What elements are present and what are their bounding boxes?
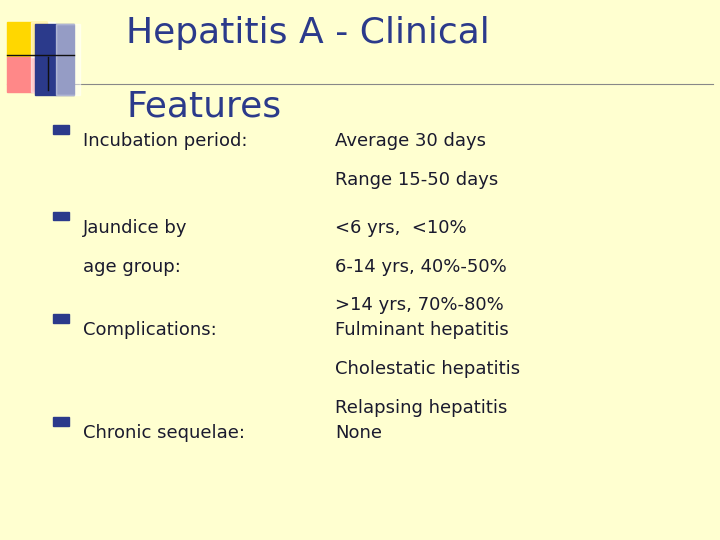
Bar bbox=[35, 24, 74, 94]
Text: age group:: age group: bbox=[83, 258, 181, 275]
Text: Range 15-50 days: Range 15-50 days bbox=[335, 171, 498, 189]
Text: None: None bbox=[335, 424, 382, 442]
Text: Features: Features bbox=[126, 89, 281, 123]
Bar bbox=[31, 22, 55, 57]
Text: Jaundice by: Jaundice by bbox=[83, 219, 187, 237]
Bar bbox=[53, 417, 69, 426]
Text: Complications:: Complications: bbox=[83, 321, 217, 339]
Bar bbox=[53, 125, 69, 134]
Text: Relapsing hepatitis: Relapsing hepatitis bbox=[335, 399, 507, 417]
Text: Fulminant hepatitis: Fulminant hepatitis bbox=[335, 321, 508, 339]
Text: Average 30 days: Average 30 days bbox=[335, 132, 486, 150]
Text: >14 yrs, 70%-80%: >14 yrs, 70%-80% bbox=[335, 296, 503, 314]
Text: <6 yrs,  <10%: <6 yrs, <10% bbox=[335, 219, 467, 237]
Bar bbox=[30, 57, 63, 92]
Bar bbox=[53, 212, 69, 220]
Text: 6-14 yrs, 40%-50%: 6-14 yrs, 40%-50% bbox=[335, 258, 507, 275]
Text: Cholestatic hepatitis: Cholestatic hepatitis bbox=[335, 360, 520, 378]
Bar bbox=[56, 24, 80, 94]
Text: Chronic sequelae:: Chronic sequelae: bbox=[83, 424, 245, 442]
Text: Hepatitis A - Clinical: Hepatitis A - Clinical bbox=[126, 16, 490, 50]
Bar bbox=[7, 22, 47, 57]
Bar bbox=[7, 57, 54, 92]
Text: Incubation period:: Incubation period: bbox=[83, 132, 247, 150]
Bar bbox=[53, 314, 69, 323]
